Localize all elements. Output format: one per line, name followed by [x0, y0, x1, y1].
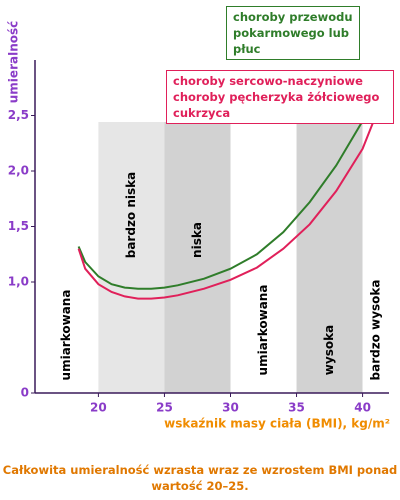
- band: [230, 122, 297, 393]
- y-axis-label: umieralność: [7, 21, 21, 103]
- band: [35, 122, 99, 393]
- legend-entry: choroby przewodu pokarmowego lub płuc: [226, 6, 360, 60]
- band: [164, 122, 231, 393]
- band-label: niska: [190, 222, 204, 258]
- x-axis-label: wskaźnik masy ciała (BMI), kg/m²: [164, 417, 390, 431]
- band: [98, 122, 165, 393]
- x-tick-label: 25: [156, 401, 173, 415]
- series-line: [77, 115, 377, 300]
- caption: Całkowita umieralność wzrasta wraz ze wz…: [2, 463, 398, 493]
- x-tick-label: 35: [288, 401, 305, 415]
- y-tick-label: 2,0: [8, 164, 29, 178]
- y-tick-label: 2,5: [8, 108, 29, 122]
- x-tick-label: 20: [90, 401, 107, 415]
- x-tick-label: 30: [222, 401, 239, 415]
- legend-entry: choroby sercowo-naczyniowe choroby pęche…: [166, 70, 394, 124]
- band-label: bardzo wysoka: [368, 280, 382, 381]
- y-tick-label: 0: [21, 386, 29, 400]
- series-line: [77, 90, 377, 290]
- y-tick-label: 1,5: [8, 219, 29, 233]
- band: [362, 122, 389, 393]
- band-label: wysoka: [322, 325, 336, 375]
- band-label: umiarkowana: [256, 285, 270, 376]
- band-label: umiarkowana: [59, 290, 73, 381]
- band-label: bardzo niska: [124, 172, 138, 258]
- x-tick-label: 40: [354, 401, 371, 415]
- y-tick-label: 1,0: [8, 275, 29, 289]
- bands: umiarkowana bardzo niska niska umiarkowana w…: [35, 122, 389, 393]
